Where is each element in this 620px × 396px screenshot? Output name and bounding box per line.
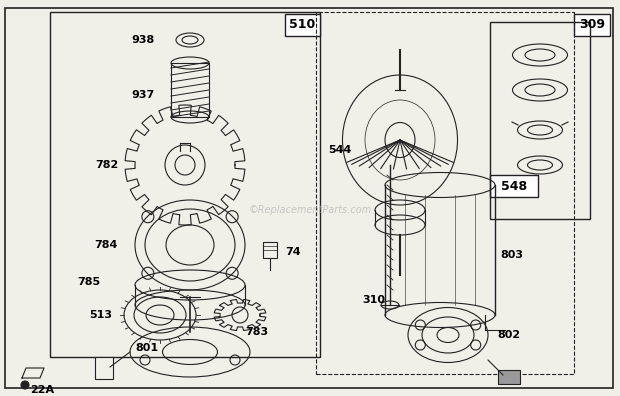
Text: 309: 309 <box>579 19 605 32</box>
Bar <box>171 63 209 117</box>
Text: 784: 784 <box>95 240 118 250</box>
Text: 803: 803 <box>500 250 523 260</box>
Text: 510: 510 <box>289 19 315 32</box>
Text: 74: 74 <box>285 247 301 257</box>
Text: 801: 801 <box>135 343 158 353</box>
Bar <box>285 14 320 36</box>
Bar <box>263 242 277 258</box>
Text: 548: 548 <box>501 179 527 192</box>
Bar <box>316 12 574 374</box>
Text: 802: 802 <box>497 330 520 340</box>
Circle shape <box>21 381 29 389</box>
Bar <box>490 22 590 219</box>
Text: 22A: 22A <box>30 385 54 395</box>
Text: 513: 513 <box>89 310 112 320</box>
Text: ©ReplacementParts.com: ©ReplacementParts.com <box>249 205 371 215</box>
Bar <box>574 14 610 36</box>
Text: 938: 938 <box>131 35 155 45</box>
Text: 544: 544 <box>329 145 352 155</box>
Text: 310: 310 <box>363 295 386 305</box>
Text: 782: 782 <box>95 160 118 170</box>
Bar <box>498 370 520 384</box>
Bar <box>490 175 538 197</box>
Bar <box>95 357 113 379</box>
Text: 783: 783 <box>245 327 268 337</box>
Text: 785: 785 <box>77 277 100 287</box>
Bar <box>50 12 320 357</box>
Text: 937: 937 <box>131 90 155 100</box>
